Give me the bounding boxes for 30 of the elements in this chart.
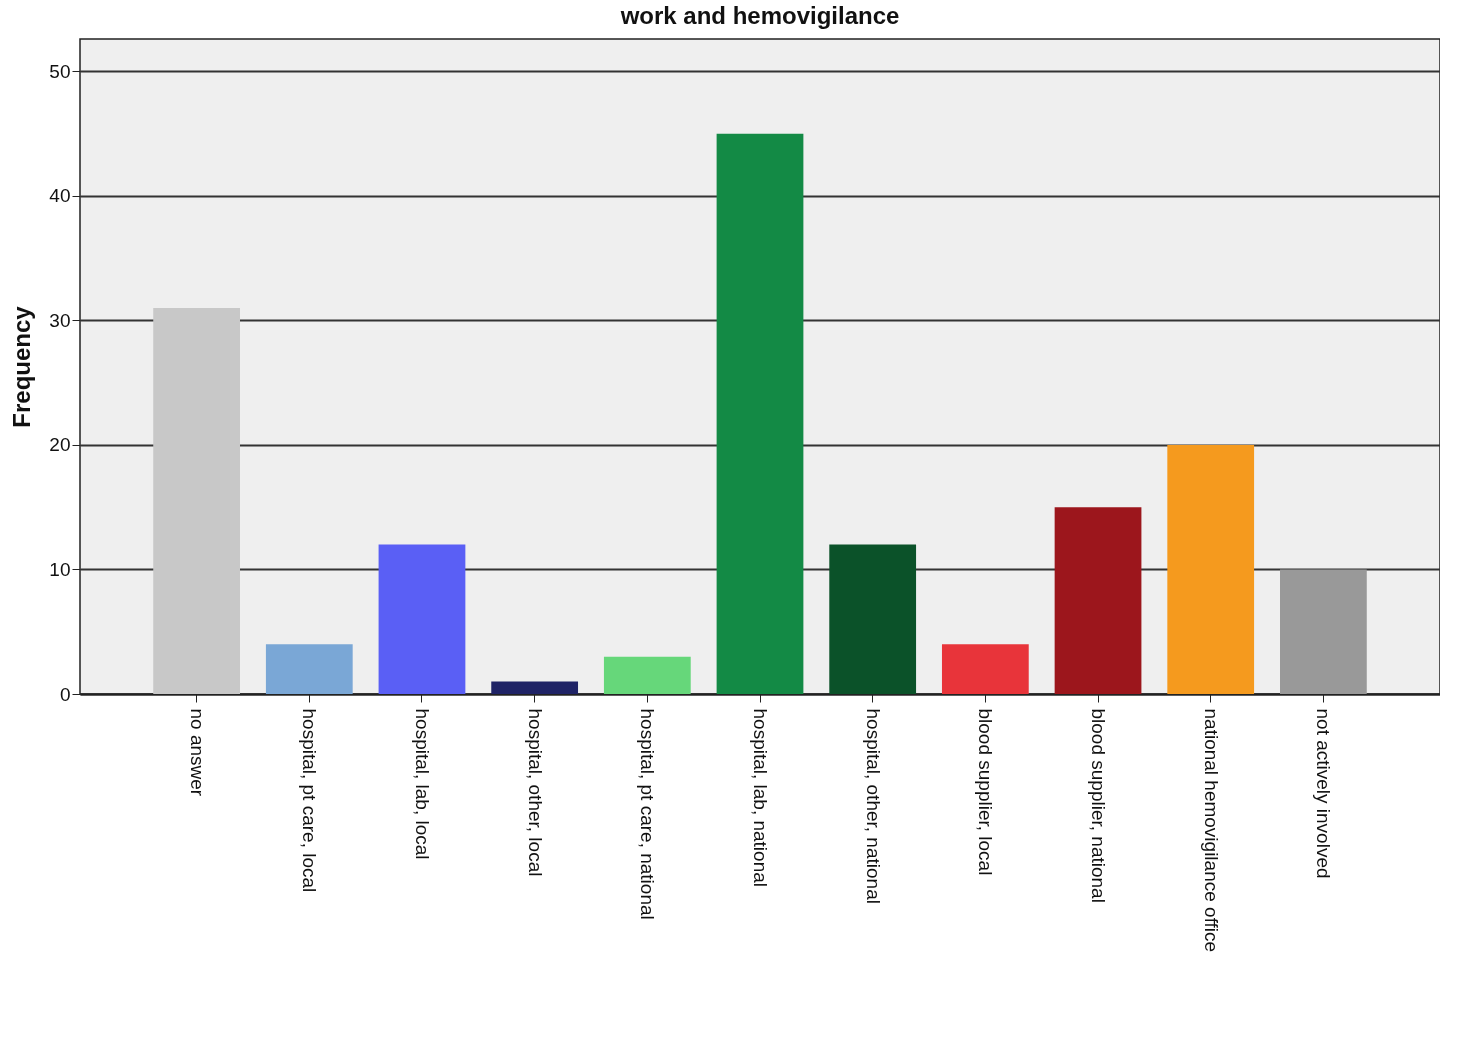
- bar: [941, 644, 1029, 694]
- x-tick-label: not actively involved: [1313, 708, 1335, 879]
- y-tick-label: 50: [49, 60, 71, 82]
- y-tick-label: 20: [49, 434, 71, 456]
- bar: [1054, 507, 1142, 694]
- x-tick-label: hospital, pt care, national: [637, 708, 659, 920]
- bar: [603, 656, 691, 694]
- bar: [1167, 444, 1255, 694]
- x-tick-label: blood supplier, local: [975, 708, 997, 876]
- x-tick-label: hospital, lab, local: [411, 708, 433, 860]
- bar: [829, 544, 917, 694]
- y-tick-label: 40: [49, 185, 71, 207]
- bar: [716, 133, 804, 694]
- x-tick-label: blood supplier, national: [1088, 708, 1110, 903]
- bar: [265, 644, 353, 694]
- bar: [153, 307, 240, 694]
- bar: [1280, 569, 1367, 694]
- chart-title: work and hemovigilance: [619, 2, 900, 29]
- y-tick-label: 0: [59, 683, 71, 705]
- x-tick-label: hospital, other, national: [862, 708, 884, 904]
- y-axis-title: Frequency: [8, 305, 36, 428]
- bar: [378, 544, 466, 694]
- bar: [491, 681, 579, 694]
- x-tick-label: no answer: [186, 708, 208, 797]
- y-tick-label: 10: [49, 558, 71, 580]
- x-tick-label: hospital, pt care, local: [299, 708, 321, 893]
- x-tick-label: hospital, other, local: [524, 708, 546, 877]
- x-tick-label: hospital, lab, national: [750, 708, 771, 888]
- x-tick-label: national hemovigilance office: [1200, 708, 1222, 953]
- y-tick-label: 30: [49, 309, 71, 331]
